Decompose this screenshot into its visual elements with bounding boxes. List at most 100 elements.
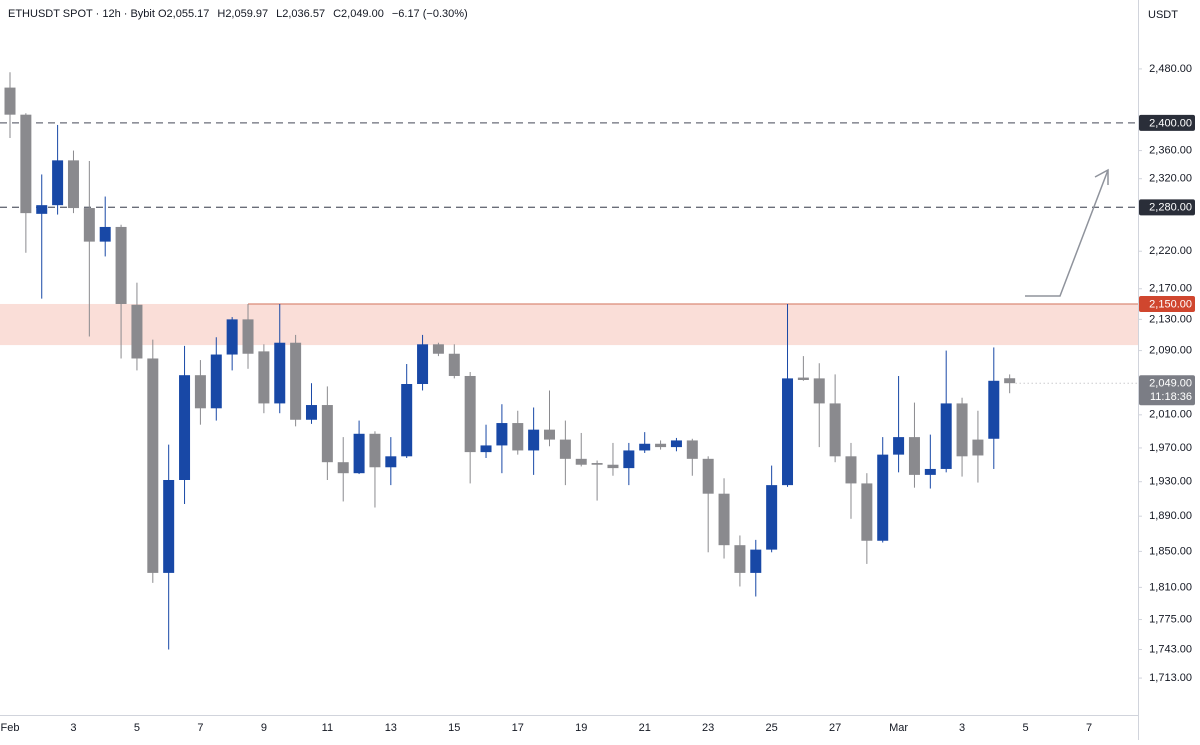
x-tick-label: 7: [197, 722, 203, 734]
candle-body: [417, 344, 429, 385]
y-tick-label: 2,320.00: [1149, 173, 1192, 185]
zone: [0, 303, 1138, 346]
candle-body: [559, 439, 571, 459]
candle-body: [924, 468, 936, 475]
x-tick-label: 21: [639, 722, 651, 734]
candle-body: [258, 351, 270, 404]
candle-body: [813, 378, 825, 404]
candle-body: [448, 353, 460, 376]
candle-body: [401, 384, 413, 457]
candle-body: [591, 463, 603, 465]
candle-body: [655, 443, 667, 448]
candle-body: [956, 403, 968, 457]
y-tick-label: 2,010.00: [1149, 409, 1192, 421]
candle-body: [480, 445, 492, 453]
candle-body: [877, 454, 889, 541]
candle-body: [734, 545, 746, 573]
chart-title: ETHUSDT SPOT · 12h · Bybit: [8, 8, 155, 20]
candle-body: [639, 443, 651, 451]
candle-body: [432, 344, 444, 354]
bar-countdown: 11:18:36: [1150, 391, 1192, 403]
candle-body: [670, 440, 682, 448]
candle-body: [845, 456, 857, 484]
candle-body: [464, 375, 476, 453]
candle-body: [718, 493, 730, 546]
candle-body: [988, 380, 1000, 439]
candle-body: [829, 403, 841, 457]
candle-body: [321, 405, 333, 463]
price-axis-unit: USDT: [1148, 9, 1178, 21]
candle-body: [67, 160, 79, 209]
candle-body: [607, 464, 619, 469]
candle-body: [242, 319, 254, 354]
candle-body: [131, 304, 143, 359]
candle-body: [766, 485, 778, 550]
candle-body: [797, 377, 809, 380]
level-label: 2,400.00: [1149, 117, 1192, 129]
x-tick-label: 5: [1022, 722, 1028, 734]
level-label-box: [1139, 199, 1195, 216]
candle-body: [290, 342, 302, 420]
y-tick-label: 1,930.00: [1149, 476, 1192, 488]
candle-body: [496, 423, 508, 446]
y-tick-label: 1,890.00: [1149, 510, 1192, 522]
y-tick-label: 2,220.00: [1149, 245, 1192, 257]
candle-body: [305, 405, 317, 420]
candle-body: [194, 375, 206, 409]
x-tick-label: 9: [261, 722, 267, 734]
candle-body: [782, 378, 794, 486]
x-tick-label: 13: [385, 722, 397, 734]
last-price-box: [1139, 375, 1195, 406]
x-tick-label: 25: [766, 722, 778, 734]
x-tick-label: 27: [829, 722, 841, 734]
candle-body: [210, 354, 222, 409]
y-tick-label: 1,850.00: [1149, 545, 1192, 557]
candle-body: [20, 114, 32, 214]
candle-body: [940, 403, 952, 469]
candle-body: [1004, 378, 1016, 384]
candle-body: [99, 226, 111, 242]
candle-body: [163, 479, 175, 573]
x-tick-label: 19: [575, 722, 587, 734]
x-tick-label: Mar: [889, 722, 908, 734]
x-tick-label: 11: [322, 722, 333, 734]
arrow: [1025, 169, 1109, 297]
x-tick-label: Feb: [1, 722, 20, 734]
last-price-label: 2,049.00: [1149, 378, 1192, 390]
candle-body: [512, 423, 524, 451]
x-tick-label: 3: [959, 722, 965, 734]
ohlc-readout: L2,036.57: [276, 8, 325, 20]
y-tick-label: 1,775.00: [1149, 613, 1192, 625]
y-tick-label: 2,480.00: [1149, 63, 1192, 75]
x-tick-label: 23: [702, 722, 714, 734]
candle-body: [36, 205, 48, 214]
ohlc-readout: C2,049.00: [333, 8, 384, 20]
candle-body: [337, 462, 349, 474]
candle-body: [623, 450, 635, 469]
ohlc-readout: −6.17 (−0.30%): [392, 8, 468, 20]
candle-body: [893, 437, 905, 455]
candle-body: [353, 433, 365, 474]
candle-body: [861, 483, 873, 541]
candle-body: [702, 458, 714, 494]
candle-body: [226, 319, 238, 355]
plot-area: [0, 72, 1138, 650]
candle-body: [575, 458, 587, 465]
arrow-head: [1094, 168, 1109, 185]
candle-body: [528, 429, 540, 451]
candle-body: [686, 440, 698, 459]
candle-body: [179, 375, 191, 480]
y-tick-label: 2,170.00: [1149, 283, 1192, 295]
ohlc-readout: H2,059.97: [217, 8, 268, 20]
candle-body: [908, 437, 920, 475]
level-label-box: [1139, 114, 1195, 131]
level-label-box: [1139, 295, 1195, 312]
y-tick-label: 2,130.00: [1149, 313, 1192, 325]
x-tick-label: 17: [512, 722, 524, 734]
candle-body: [52, 160, 64, 206]
candle-body: [972, 439, 984, 456]
y-tick-label: 1,970.00: [1149, 442, 1192, 454]
level-label: 2,150.00: [1149, 298, 1192, 310]
